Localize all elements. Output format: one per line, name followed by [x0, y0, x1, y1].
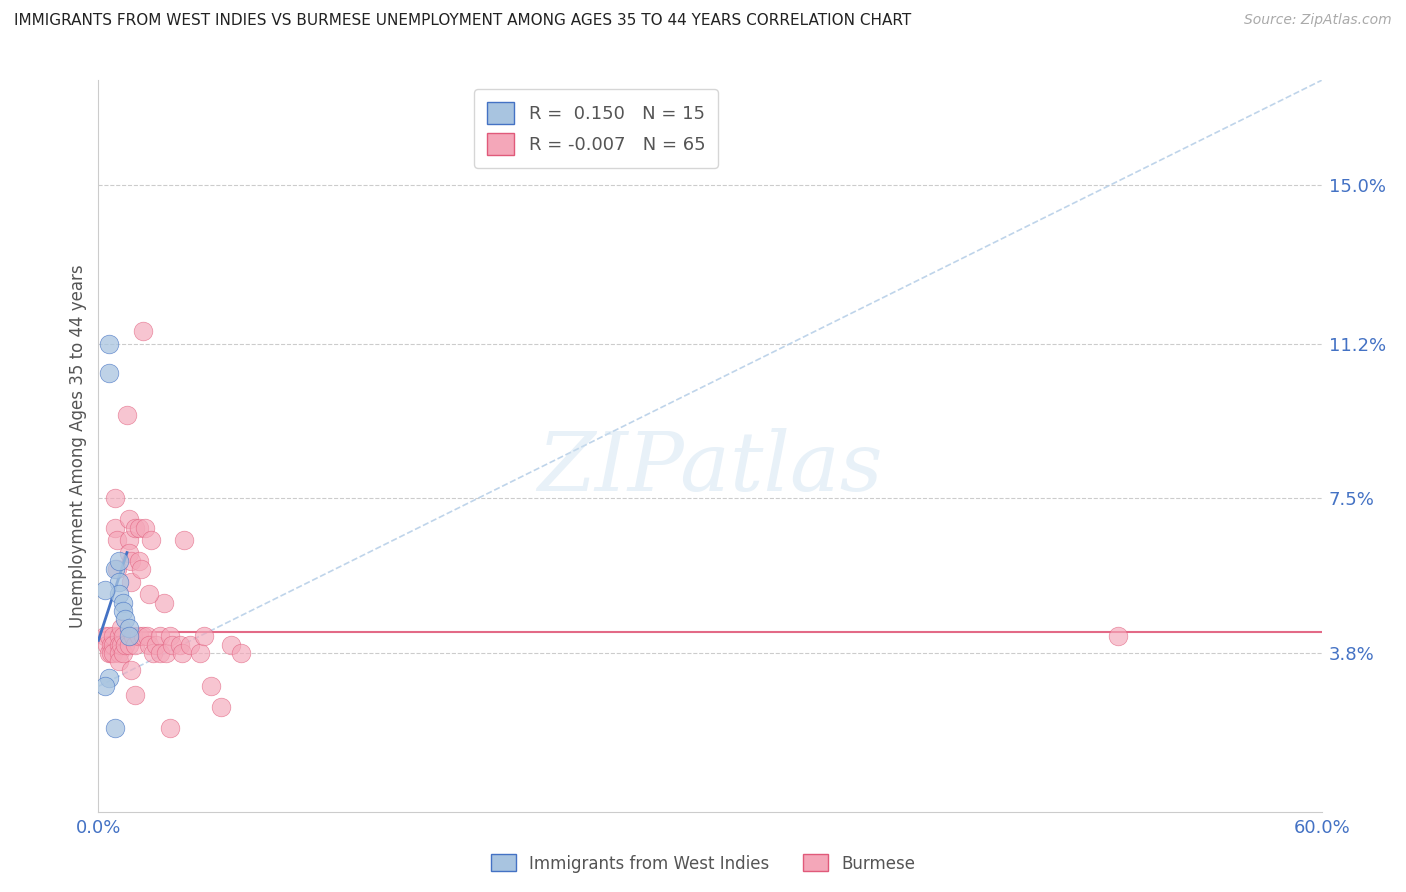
Point	[118, 621, 141, 635]
Point	[188, 646, 212, 660]
Point	[122, 629, 145, 643]
Point	[111, 629, 134, 643]
Point	[104, 520, 127, 534]
Point	[118, 545, 141, 559]
Point	[100, 638, 122, 652]
Point	[111, 596, 134, 610]
Point	[142, 646, 165, 660]
Point	[105, 562, 128, 576]
Point	[110, 638, 132, 652]
Point	[108, 554, 131, 568]
Point	[108, 646, 131, 660]
Point	[114, 638, 136, 652]
Point	[93, 679, 115, 693]
Point	[179, 638, 201, 652]
Point	[101, 638, 124, 652]
Point	[231, 646, 253, 660]
Point	[149, 629, 172, 643]
Point	[97, 646, 120, 660]
Point	[1107, 629, 1129, 643]
Point	[169, 638, 191, 652]
Point	[111, 646, 134, 660]
Point	[118, 638, 141, 652]
Point	[152, 596, 174, 610]
Point	[108, 654, 131, 668]
Point	[134, 520, 156, 534]
Legend: Immigrants from West Indies, Burmese: Immigrants from West Indies, Burmese	[484, 847, 922, 880]
Point	[124, 688, 146, 702]
Point	[132, 324, 155, 338]
Text: IMMIGRANTS FROM WEST INDIES VS BURMESE UNEMPLOYMENT AMONG AGES 35 TO 44 YEARS CO: IMMIGRANTS FROM WEST INDIES VS BURMESE U…	[14, 13, 911, 29]
Point	[219, 638, 242, 652]
Point	[136, 629, 159, 643]
Point	[114, 612, 136, 626]
Point	[104, 721, 127, 735]
Point	[200, 679, 222, 693]
Point	[101, 646, 124, 660]
Point	[97, 336, 120, 351]
Point	[128, 520, 150, 534]
Point	[111, 604, 134, 618]
Point	[100, 646, 122, 660]
Point	[155, 646, 177, 660]
Point	[160, 638, 183, 652]
Point	[129, 562, 152, 576]
Point	[96, 638, 118, 652]
Point	[105, 533, 128, 547]
Point	[97, 366, 120, 380]
Point	[173, 533, 195, 547]
Point	[93, 583, 115, 598]
Text: Source: ZipAtlas.com: Source: ZipAtlas.com	[1244, 13, 1392, 28]
Point	[138, 638, 160, 652]
Point	[120, 554, 142, 568]
Point	[97, 671, 120, 685]
Point	[108, 574, 131, 589]
Point	[124, 520, 146, 534]
Point	[193, 629, 215, 643]
Point	[118, 512, 141, 526]
Point	[170, 646, 193, 660]
Point	[93, 629, 115, 643]
Point	[115, 408, 138, 422]
Point	[108, 587, 131, 601]
Point	[120, 663, 142, 677]
Point	[104, 562, 127, 576]
Point	[118, 629, 141, 643]
Point	[104, 491, 127, 506]
Point	[101, 629, 124, 643]
Point	[138, 587, 160, 601]
Point	[128, 629, 150, 643]
Point	[159, 721, 181, 735]
Legend: R =  0.150   N = 15, R = -0.007   N = 65: R = 0.150 N = 15, R = -0.007 N = 65	[474, 89, 718, 168]
Point	[209, 700, 232, 714]
Point	[118, 533, 141, 547]
Point	[128, 554, 150, 568]
Point	[108, 629, 131, 643]
Point	[120, 574, 142, 589]
Point	[110, 621, 132, 635]
Point	[141, 533, 163, 547]
Point	[97, 629, 120, 643]
Point	[124, 638, 146, 652]
Point	[108, 638, 131, 652]
Point	[132, 629, 155, 643]
Point	[159, 629, 181, 643]
Text: ZIPatlas: ZIPatlas	[537, 428, 883, 508]
Y-axis label: Unemployment Among Ages 35 to 44 years: Unemployment Among Ages 35 to 44 years	[69, 264, 87, 628]
Point	[149, 646, 172, 660]
Point	[145, 638, 167, 652]
